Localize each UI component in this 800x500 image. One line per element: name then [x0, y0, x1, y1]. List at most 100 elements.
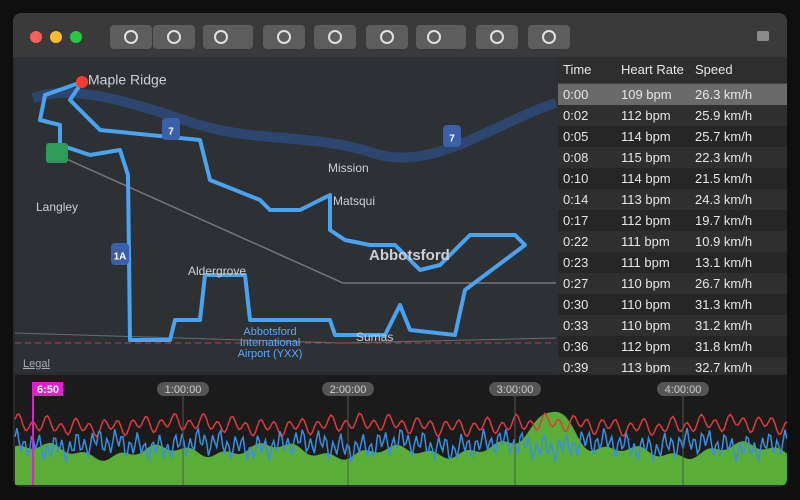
window-svg: Maple Ridge Mission Matsqui Langley Abbo… [13, 13, 787, 485]
button-icon [380, 30, 394, 44]
shield-label: 1A [114, 252, 127, 263]
table-cell: 19.7 km/h [695, 213, 753, 228]
table-row[interactable]: 0:39 113 bpm 32.7 km/h [558, 357, 787, 373]
table-cell: 10.9 km/h [695, 234, 753, 249]
road [14, 332, 557, 344]
toolbar-button[interactable] [314, 25, 356, 49]
table-cell: 0:14 [563, 192, 589, 207]
table-cell: 22.3 km/h [695, 150, 753, 165]
table-cell: 113 bpm [621, 192, 671, 207]
button-icon [328, 30, 342, 44]
table-cell: 0:39 [563, 360, 589, 373]
timeline: 1:00:00 2:00:00 3:00:00 4:00:00 6:50 [14, 375, 787, 485]
toolbar-button[interactable] [528, 25, 570, 49]
legal-link[interactable]: Legal [23, 358, 50, 370]
toolbar-button[interactable] [110, 25, 152, 49]
airport-label: International [240, 337, 301, 349]
toolbar-button[interactable] [153, 25, 195, 49]
time-mark-pill [657, 382, 709, 396]
table-cell: 0:30 [563, 297, 589, 312]
table-cell: 0:27 [563, 276, 589, 291]
map-label: Sumas [356, 330, 393, 344]
table-row[interactable]: 0:36 112 bpm 31.8 km/h [558, 336, 787, 357]
toolbar-button[interactable] [366, 25, 408, 49]
table-cell: 111 bpm [621, 234, 670, 249]
table-cell: 0:17 [563, 213, 589, 228]
table-cell: 31.8 km/h [695, 339, 753, 354]
button-icon [124, 30, 138, 44]
table-row[interactable]: 0:08 115 bpm 22.3 km/h [558, 147, 787, 168]
table-cell: 26.3 km/h [695, 87, 753, 102]
table-cell: 110 bpm [621, 297, 671, 312]
table-row[interactable]: 0:27 110 bpm 26.7 km/h [558, 273, 787, 294]
shield [162, 118, 180, 140]
park-icon [46, 143, 68, 163]
zoom-button[interactable] [70, 31, 82, 43]
table-cell: 24.3 km/h [695, 192, 753, 207]
table-cell: 0:00 [563, 87, 589, 102]
column-header: Time [563, 62, 592, 77]
airport-label: Airport (YXX) [238, 348, 303, 360]
shield [111, 243, 129, 265]
table-cell: 25.9 km/h [695, 108, 753, 123]
table-header: Time Heart Rate Speed [558, 57, 787, 84]
button-icon [427, 30, 441, 44]
table-row[interactable]: 0:05 114 bpm 25.7 km/h [558, 126, 787, 147]
table-cell: 13.1 km/h [695, 255, 753, 270]
button-icon [542, 30, 556, 44]
table-row[interactable]: 0:02 112 bpm 25.9 km/h [558, 105, 787, 126]
table-cell: 113 bpm [621, 360, 671, 373]
table-row[interactable]: 0:23 111 bpm 13.1 km/h [558, 252, 787, 273]
table-row[interactable]: 0:17 112 bpm 19.7 km/h [558, 210, 787, 231]
window: Maple Ridge Mission Matsqui Langley Abbo… [13, 13, 787, 487]
table-cell: 0:23 [563, 255, 589, 270]
playhead-label: 6:50 [37, 384, 59, 396]
map-label: Matsqui [333, 194, 375, 208]
table-row[interactable]: 0:10 114 bpm 21.5 km/h [558, 168, 787, 189]
table-cell: 32.7 km/h [695, 360, 753, 373]
start-pin [76, 76, 88, 88]
map-label: Aldergrove [188, 264, 246, 278]
table-cell: 112 bpm [621, 213, 671, 228]
map-label: Maple Ridge [88, 72, 167, 88]
table-row[interactable]: 0:33 110 bpm 31.2 km/h [558, 315, 787, 336]
shield-label: 7 [168, 127, 174, 138]
table-row[interactable]: 0:30 110 bpm 31.3 km/h [558, 294, 787, 315]
table-row[interactable]: 0:22 111 bpm 10.9 km/h [558, 231, 787, 252]
time-mark-label: 4:00:00 [665, 384, 702, 396]
time-mark-label: 2:00:00 [330, 384, 367, 396]
table-cell: 0:02 [563, 108, 589, 123]
button-icon [490, 30, 504, 44]
table-cell: 31.2 km/h [695, 318, 753, 333]
route [38, 80, 527, 342]
table-cell: 0:08 [563, 150, 589, 165]
shield [443, 125, 461, 147]
table-row[interactable]: 0:00 109 bpm 26.3 km/h [558, 84, 787, 105]
column-header: Speed [695, 62, 733, 77]
minimize-button[interactable] [50, 31, 62, 43]
table-cell: 26.7 km/h [695, 276, 753, 291]
table-cell: 0:10 [563, 171, 589, 186]
map-label: Mission [328, 161, 369, 175]
table-cell: 21.5 km/h [695, 171, 753, 186]
toolbar-button[interactable] [476, 25, 518, 49]
time-mark-pill [157, 382, 209, 396]
shield-label: 7 [449, 134, 455, 145]
speed-trace [14, 426, 787, 464]
close-button[interactable] [30, 31, 42, 43]
time-mark-label: 3:00:00 [497, 384, 534, 396]
toolbar-button[interactable] [263, 25, 305, 49]
table-cell: 114 bpm [621, 171, 671, 186]
button-icon [167, 30, 181, 44]
table-row[interactable]: 0:14 113 bpm 24.3 km/h [558, 189, 787, 210]
table-cell: 114 bpm [621, 129, 671, 144]
button-icon [214, 30, 228, 44]
heart-rate-trace [14, 412, 787, 439]
map-label: Abbotsford [369, 247, 450, 264]
time-mark-pill [322, 382, 374, 396]
airport-label: Abbotsford [243, 326, 296, 338]
playhead-label-bg [33, 382, 63, 396]
table-cell: 31.3 km/h [695, 297, 753, 312]
